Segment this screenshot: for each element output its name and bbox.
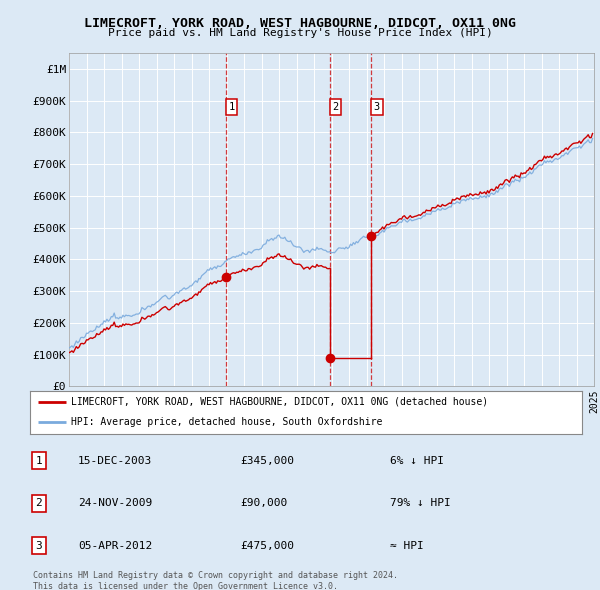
Text: 3: 3 xyxy=(35,541,43,550)
Text: £345,000: £345,000 xyxy=(240,456,294,466)
Text: 1: 1 xyxy=(35,456,43,466)
Text: 05-APR-2012: 05-APR-2012 xyxy=(78,541,152,550)
Text: This data is licensed under the Open Government Licence v3.0.: This data is licensed under the Open Gov… xyxy=(33,582,338,590)
Text: Price paid vs. HM Land Registry's House Price Index (HPI): Price paid vs. HM Land Registry's House … xyxy=(107,28,493,38)
Text: 6% ↓ HPI: 6% ↓ HPI xyxy=(390,456,444,466)
Text: 3: 3 xyxy=(374,102,380,112)
Text: HPI: Average price, detached house, South Oxfordshire: HPI: Average price, detached house, Sout… xyxy=(71,417,383,427)
Text: 2: 2 xyxy=(35,499,43,508)
Text: 24-NOV-2009: 24-NOV-2009 xyxy=(78,499,152,508)
Text: ≈ HPI: ≈ HPI xyxy=(390,541,424,550)
Text: LIMECROFT, YORK ROAD, WEST HAGBOURNE, DIDCOT, OX11 0NG: LIMECROFT, YORK ROAD, WEST HAGBOURNE, DI… xyxy=(84,17,516,30)
Text: 2: 2 xyxy=(332,102,338,112)
Text: 15-DEC-2003: 15-DEC-2003 xyxy=(78,456,152,466)
Text: 79% ↓ HPI: 79% ↓ HPI xyxy=(390,499,451,508)
Text: £90,000: £90,000 xyxy=(240,499,287,508)
Text: £475,000: £475,000 xyxy=(240,541,294,550)
Text: 1: 1 xyxy=(229,102,235,112)
Text: LIMECROFT, YORK ROAD, WEST HAGBOURNE, DIDCOT, OX11 0NG (detached house): LIMECROFT, YORK ROAD, WEST HAGBOURNE, DI… xyxy=(71,397,488,407)
Text: Contains HM Land Registry data © Crown copyright and database right 2024.: Contains HM Land Registry data © Crown c… xyxy=(33,571,398,580)
